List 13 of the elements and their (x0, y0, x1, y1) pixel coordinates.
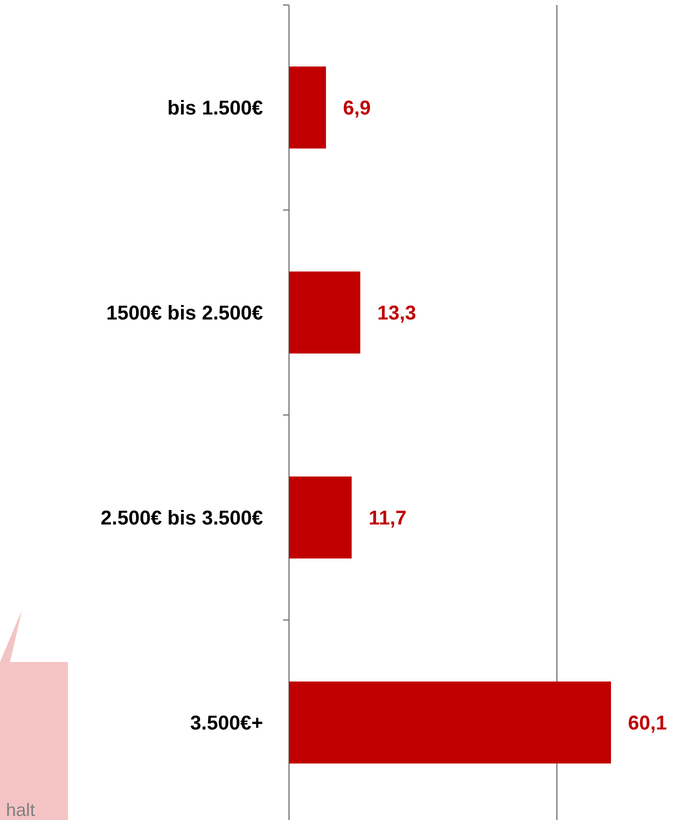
bar (289, 682, 611, 764)
bar (289, 272, 360, 354)
text: halt (6, 800, 36, 820)
data-label: 60,1 (628, 712, 667, 734)
data-label: 13,3 (377, 302, 416, 324)
y-tick-label: 3.500€+ (190, 712, 263, 734)
bar (289, 476, 352, 558)
y-tick-label: 2.500€ bis 3.500€ (100, 508, 263, 530)
y-tick-label: 1500€ bis 2.500€ (106, 302, 263, 324)
data-label: 6,9 (342, 98, 371, 120)
data-label: 11,7 (368, 508, 407, 530)
bar (289, 66, 326, 148)
y-tick-label: bis 1.500€ (167, 98, 263, 120)
